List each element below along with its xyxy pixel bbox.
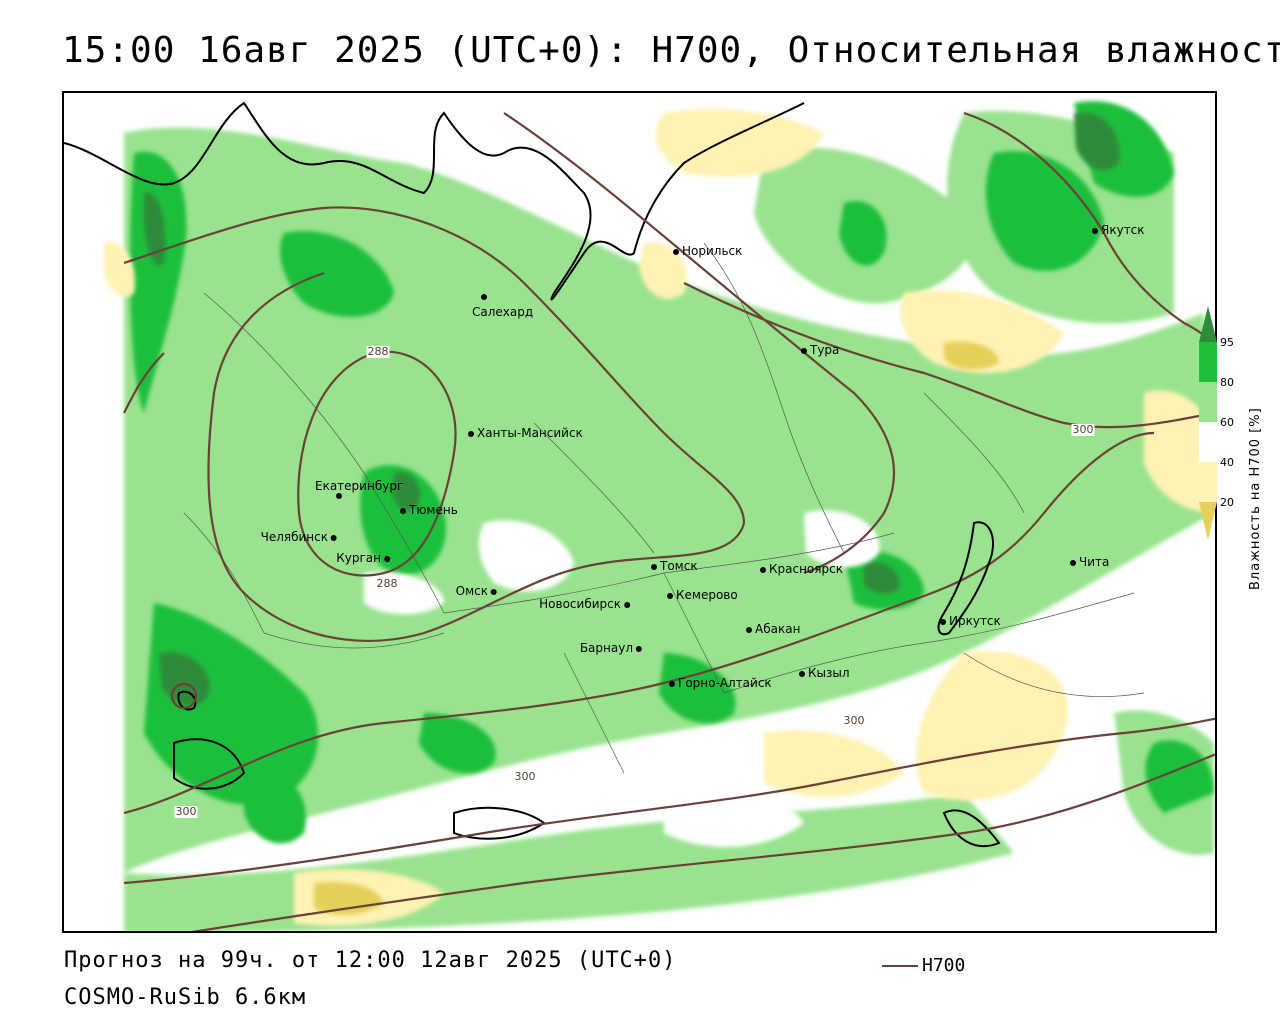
city-dot-icon xyxy=(1092,227,1098,234)
city-label: Новосибирск xyxy=(539,597,621,611)
contour-label: 300 xyxy=(513,770,537,783)
city-label: Ханты-Мансийск xyxy=(477,426,583,440)
colorbar-tick: 40 xyxy=(1220,456,1234,469)
city-tomsk: Томск xyxy=(651,559,698,573)
colorbar-title: Влажность на H700 [%] xyxy=(1248,407,1263,590)
colorbar-60-80 xyxy=(1199,382,1217,422)
city-dot-icon xyxy=(801,347,807,354)
humidity-40-60-areas xyxy=(364,510,880,847)
city-label: Красноярск xyxy=(769,562,843,576)
city-label: Абакан xyxy=(755,622,801,636)
city-dot-icon xyxy=(940,618,946,625)
colorbar-tick: 95 xyxy=(1220,336,1234,349)
colorbar-tick: 80 xyxy=(1220,376,1234,389)
contour-label: 300 xyxy=(174,805,198,818)
city-yekaterinburg: Екатеринбург xyxy=(315,479,403,493)
city-label: Барнаул xyxy=(579,641,633,655)
city-norilsk: Норильск xyxy=(673,244,742,258)
city-dot-icon xyxy=(491,588,497,595)
city-khanty-mansiysk: Ханты-Мансийск xyxy=(468,426,583,440)
lake-baikal xyxy=(937,521,994,636)
city-yekaterinburg-marker xyxy=(336,493,342,499)
colorbar-20-40 xyxy=(1199,462,1217,502)
city-label: Горно-Алтайск xyxy=(678,676,772,690)
city-kemerovo: Кемерово xyxy=(667,588,738,602)
humidity-colorbar xyxy=(1199,306,1217,540)
city-kyzyl: Кызыл xyxy=(799,666,850,680)
city-dot-icon xyxy=(636,645,642,652)
city-label: Якутск xyxy=(1101,223,1145,237)
city-label: Омск xyxy=(455,584,488,598)
humidity-80-95-areas xyxy=(129,101,1214,844)
city-kurgan: Курган xyxy=(336,551,390,565)
model-name: COSMO-RuSib 6.6км xyxy=(64,985,307,1010)
city-chelyabinsk: Челябинск xyxy=(261,530,337,544)
city-dot-icon xyxy=(746,626,752,633)
forecast-info: Прогноз на 99ч. от 12:00 12авг 2025 (UTC… xyxy=(64,948,677,973)
city-abakan: Абакан xyxy=(746,622,800,636)
city-irkutsk: Иркутск xyxy=(940,614,1001,628)
contour-legend: H700 xyxy=(882,955,965,976)
city-dot-icon xyxy=(799,670,805,677)
contour-label: 288 xyxy=(375,577,399,590)
legend-label: H700 xyxy=(922,955,966,976)
h700-contours xyxy=(123,111,1215,931)
city-omsk: Омск xyxy=(456,584,497,598)
city-dot-icon xyxy=(651,563,657,570)
city-label: Тюмень xyxy=(409,503,458,517)
city-label: Норильск xyxy=(682,244,743,258)
city-dot-icon xyxy=(468,430,474,437)
city-label: Кызыл xyxy=(808,666,850,680)
colorbar-40-60 xyxy=(1199,422,1217,462)
contour-label: 288 xyxy=(366,345,390,358)
city-chita: Чита xyxy=(1070,555,1109,569)
colorbar-above-95 xyxy=(1199,306,1217,342)
colorbar-ticks: 95 80 60 40 20 xyxy=(1220,330,1242,510)
city-dot-icon xyxy=(624,601,630,608)
city-label: Челябинск xyxy=(260,530,328,544)
city-label: Салехард xyxy=(472,305,534,319)
city-dot-icon xyxy=(669,680,675,687)
city-dot-icon xyxy=(331,534,337,541)
city-dot-icon xyxy=(1070,559,1076,566)
city-gorno-altaysk: Горно-Алтайск xyxy=(669,676,772,690)
city-label: Иркутск xyxy=(949,614,1001,628)
humidity-map: Норильск Салехард Тура Якутск Ханты-Манс… xyxy=(62,91,1217,933)
city-dot-icon xyxy=(400,507,406,514)
city-dot-icon xyxy=(760,566,766,573)
colorbar-tick: 60 xyxy=(1220,416,1234,429)
city-label: Чита xyxy=(1079,555,1110,569)
city-salekhard-marker xyxy=(481,294,487,300)
city-salekhard: Салехард xyxy=(472,305,533,319)
colorbar-below-20 xyxy=(1199,502,1217,540)
colorbar-tick: 20 xyxy=(1220,496,1234,509)
city-label: Кемерово xyxy=(676,588,738,602)
map-title: 15:00 16авг 2025 (UTC+0): H700, Относите… xyxy=(62,30,1280,71)
city-label: Тура xyxy=(810,343,840,357)
region-borders xyxy=(183,242,1145,774)
city-dot-icon xyxy=(384,555,390,562)
city-barnaul: Барнаул xyxy=(580,641,642,655)
city-dot-icon xyxy=(667,592,673,599)
city-label: Томск xyxy=(660,559,698,573)
city-label: Курган xyxy=(336,551,381,565)
colorbar-80-95 xyxy=(1199,342,1217,382)
contour-label: 300 xyxy=(1071,423,1095,436)
city-tura: Тура xyxy=(801,343,839,357)
city-label: Екатеринбург xyxy=(315,479,404,493)
legend-line-icon xyxy=(882,965,918,967)
city-krasnoyarsk: Красноярск xyxy=(760,562,843,576)
map-canvas xyxy=(64,101,1215,931)
city-tyumen: Тюмень xyxy=(400,503,458,517)
city-novosibirsk: Новосибирск xyxy=(539,597,630,611)
contour-label: 300 xyxy=(842,714,866,727)
city-dot-icon xyxy=(673,248,679,255)
city-yakutsk: Якутск xyxy=(1092,223,1145,237)
